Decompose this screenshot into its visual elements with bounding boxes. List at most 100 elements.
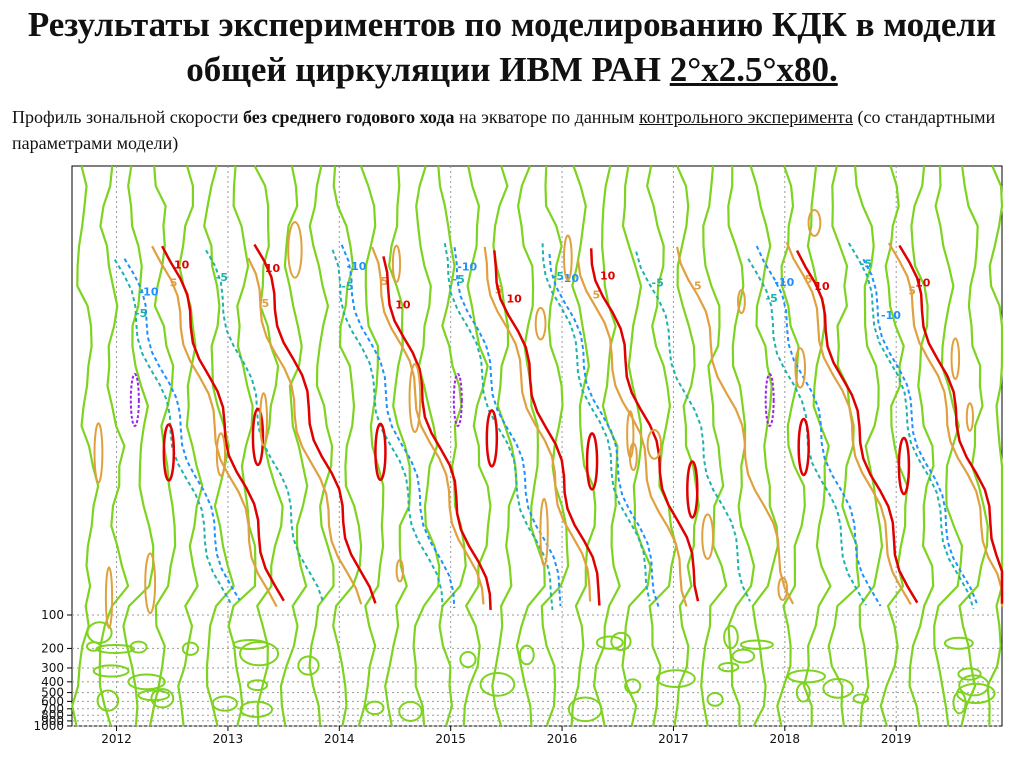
contour-label: -10: [457, 261, 477, 274]
contour-zero-loop: [943, 636, 974, 650]
contour-zero: [749, 165, 779, 727]
title-grid-resolution: 2°x2.5°x80.: [669, 50, 838, 89]
contour-zero-loop: [655, 669, 696, 689]
contour-five-loop: [104, 566, 114, 629]
contour-five-loop: [646, 428, 662, 460]
contour-label: -5: [453, 273, 465, 286]
subtitle-underlined: контрольного эксперимента: [639, 107, 853, 127]
contour-zero: [908, 165, 935, 727]
contour-five-loop: [259, 392, 268, 447]
contour-label: -5: [652, 277, 664, 290]
contour-level--10: [755, 245, 882, 607]
contour-level-10: [589, 248, 700, 602]
contour-max-closed: [686, 460, 699, 519]
contour-zero-loop: [127, 673, 166, 691]
contour-zero: [621, 165, 652, 727]
contour-zero: [332, 165, 363, 727]
contour-label: 5: [262, 297, 270, 310]
x-tick-label: 2016: [547, 732, 578, 746]
contour-level-10: [795, 250, 919, 604]
contour-level-5: [576, 259, 688, 607]
contour-label: -5: [766, 292, 778, 305]
contour-level--5: [847, 242, 975, 610]
subtitle-part1: Профиль зональной скорости: [12, 107, 243, 127]
contour-five-loop: [701, 513, 715, 560]
contour-label: -5: [860, 258, 872, 271]
x-tick-label: 2015: [435, 732, 466, 746]
contour-five-loop: [539, 497, 549, 567]
contour-zero-loop: [610, 631, 632, 652]
contour-five-loop: [965, 402, 974, 432]
contour-label: 10: [174, 259, 190, 272]
subtitle-part3: (со стандартными параметрами модели): [12, 107, 996, 153]
contour-zero: [645, 165, 678, 727]
contour-five-loop: [794, 347, 807, 389]
contour-zero: [854, 165, 884, 727]
contour-zero: [958, 165, 989, 727]
x-tick-label: 2013: [213, 732, 244, 746]
contour-label: 10: [507, 293, 523, 306]
contour-zero: [986, 165, 1004, 727]
contour-five-loop: [628, 442, 638, 472]
contour-five-loop: [395, 558, 405, 583]
grid-lines: [72, 166, 1002, 727]
contour-zero-loop: [595, 635, 624, 650]
contour-zero-loop: [95, 643, 136, 654]
contour-level-10: [898, 244, 1004, 604]
contour-zero-loop: [952, 690, 967, 715]
contour-label: -10: [774, 276, 794, 289]
contour-label: 5: [381, 275, 389, 288]
contour-zero-loop: [398, 700, 423, 722]
contour-five-loop: [534, 306, 547, 341]
y-tick-label: 900: [41, 714, 64, 728]
y-tick-label: 400: [41, 675, 64, 689]
contour-label: -10: [881, 309, 901, 322]
contour-five-loop: [391, 244, 402, 284]
y-tick-label: 100: [41, 608, 64, 622]
contour-level-10: [253, 243, 377, 604]
contour-level-10: [493, 250, 601, 606]
contour-zero: [177, 165, 204, 727]
contour-label: 5: [694, 280, 702, 293]
contour-min-closed: [129, 373, 140, 427]
contour-zero-loop: [92, 664, 130, 678]
contour-zero-loop: [739, 639, 774, 650]
contour-five-loop: [144, 552, 157, 615]
contour-zero: [879, 165, 909, 727]
x-axis-ticks: 2012 2013 2014 2015 2016 2017 2018 2019: [101, 726, 911, 746]
contour-zero-loop: [706, 692, 724, 707]
contour-label: 10: [814, 280, 830, 293]
y-tick-label: 800: [41, 708, 64, 722]
contour-max-closed: [162, 423, 176, 482]
x-tick-label: 2017: [658, 732, 689, 746]
contour-zero-loop: [731, 648, 756, 664]
contour-zero-loop: [822, 677, 854, 699]
contour-zero: [384, 165, 412, 727]
contour-level-10: [382, 256, 492, 610]
contour-zero-loop: [137, 689, 171, 702]
contour-label: 5: [805, 273, 813, 286]
contour-max-closed: [374, 422, 387, 482]
contour-zero-loop: [852, 693, 870, 704]
contour-zero: [592, 165, 621, 727]
contour-level-5: [676, 246, 795, 605]
contour-zero: [98, 165, 130, 727]
contour-label: -10: [347, 260, 367, 273]
contour-zero-loop: [718, 661, 740, 673]
title-text: Результаты экспериментов по моделировани…: [27, 5, 997, 89]
contour-level-10: [160, 245, 285, 602]
contour-max-closed: [897, 436, 911, 496]
y-tick-label: 600: [41, 694, 64, 708]
contour-zero-loop: [96, 689, 120, 712]
contour-zero-loop: [723, 625, 739, 650]
contour-zero: [122, 165, 155, 727]
contour-zero: [227, 165, 257, 727]
contour-label: -5: [135, 307, 147, 320]
contour-zero: [437, 165, 467, 727]
contour-zero-loop: [567, 696, 603, 723]
contour-level-5: [247, 257, 363, 605]
contour-zero: [357, 165, 385, 727]
contour-zero-loop: [624, 678, 642, 694]
